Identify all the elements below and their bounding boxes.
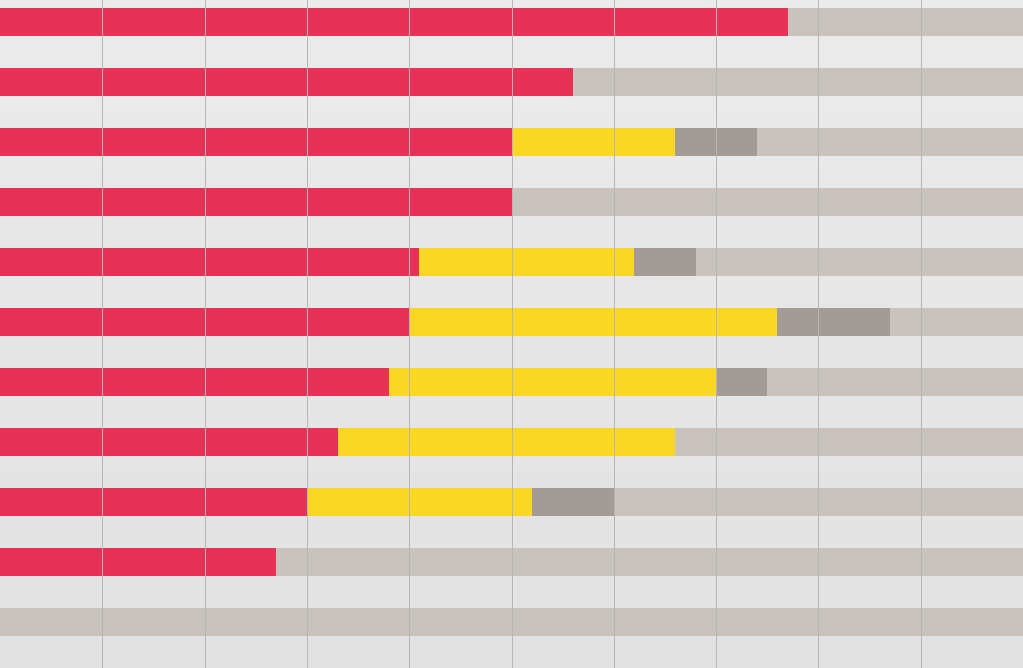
gridlines-group <box>0 0 1023 668</box>
gridline <box>205 0 206 668</box>
gridline <box>409 0 410 668</box>
gridline <box>921 0 922 668</box>
gridline <box>307 0 308 668</box>
gridline <box>512 0 513 668</box>
gridline <box>102 0 103 668</box>
gridline <box>818 0 819 668</box>
stacked-bar-chart <box>0 0 1023 668</box>
gridline <box>716 0 717 668</box>
gridline <box>614 0 615 668</box>
